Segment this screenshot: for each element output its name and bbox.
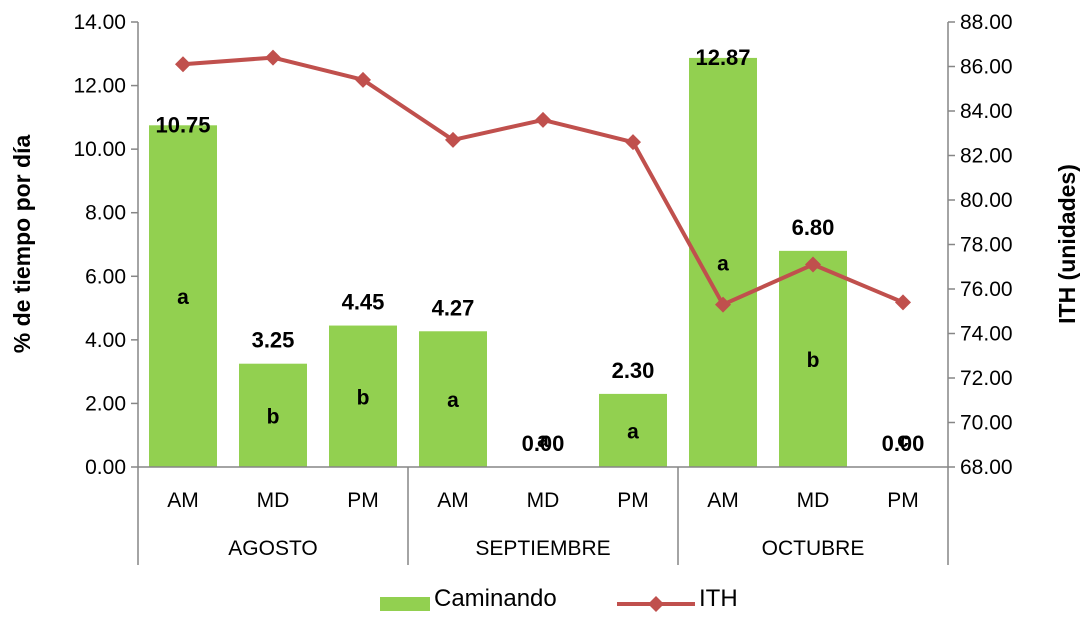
ith-point xyxy=(265,49,281,66)
y-tick-label: 10.00 xyxy=(73,138,126,161)
y-axis-title: % de tiempo por día xyxy=(9,135,35,354)
ith-line-layer xyxy=(175,49,911,313)
legend-label-caminando: Caminando xyxy=(434,585,557,612)
bar-value-label: 0.00 xyxy=(882,431,925,456)
bar-value-label: 2.30 xyxy=(612,358,655,383)
x-tick-label: AM xyxy=(167,489,199,512)
y2-tick-label: 72.00 xyxy=(960,367,1013,390)
y-tick-label: 8.00 xyxy=(85,202,126,225)
y-tick-label: 6.00 xyxy=(85,265,126,288)
x-tick-label: PM xyxy=(617,489,649,512)
y2-tick-label: 70.00 xyxy=(960,412,1013,435)
x-tick-label: PM xyxy=(887,489,919,512)
bar-value-label: 0.00 xyxy=(522,431,565,456)
y-tick-label: 4.00 xyxy=(85,329,126,352)
y2-tick-label: 88.00 xyxy=(960,11,1013,34)
bar-letter: b xyxy=(357,386,370,409)
legend-label-ith: ITH xyxy=(699,585,738,612)
x-tick-label: AM xyxy=(707,489,739,512)
y2-tick-label: 76.00 xyxy=(960,278,1013,301)
bar-caminando xyxy=(779,250,847,467)
y-tick-label: 2.00 xyxy=(85,392,126,415)
bar-letter: a xyxy=(177,286,189,309)
x-tick-label: AM xyxy=(437,489,469,512)
x-group-label: OCTUBRE xyxy=(762,537,865,560)
bar-letter: b xyxy=(807,349,820,372)
bar-caminando xyxy=(149,125,217,467)
axes-layer: 0.00 2.00 4.00 6.00 8.00 10.00 12.00 14.00 68.00… xyxy=(73,11,1013,565)
y2-axis-title: ITH (unidades) xyxy=(1054,164,1080,324)
bar-letter: b xyxy=(267,405,280,428)
bars-layer xyxy=(149,57,847,468)
bar-value-label: 12.87 xyxy=(695,45,750,70)
ith-point xyxy=(805,256,821,273)
bar-letter: a xyxy=(447,389,459,412)
y2-tick-label: 86.00 xyxy=(960,56,1013,79)
bar-caminando xyxy=(239,363,307,467)
ith-point xyxy=(535,111,551,128)
bar-caminando xyxy=(599,393,667,467)
y2-tick-label: 80.00 xyxy=(960,189,1013,212)
ith-point xyxy=(715,296,731,313)
ith-point xyxy=(625,134,641,151)
ith-point xyxy=(355,71,371,88)
bar-letter: c xyxy=(897,429,909,452)
x-tick-label: MD xyxy=(797,489,830,512)
bar-caminando xyxy=(329,325,397,467)
x-tick-label: PM xyxy=(347,489,379,512)
legend-swatch-caminando xyxy=(380,597,430,611)
legend-marker-ith xyxy=(648,596,664,612)
legend: Caminando ITH xyxy=(380,585,738,612)
x-group-label: SEPTIEMBRE xyxy=(475,537,610,560)
ith-point xyxy=(895,294,911,311)
x-tick-label: MD xyxy=(257,489,290,512)
y2-tick-label: 82.00 xyxy=(960,145,1013,168)
bar-value-label: 4.27 xyxy=(432,295,475,320)
y-tick-label: 14.00 xyxy=(73,11,126,34)
y-tick-label: 0.00 xyxy=(85,456,126,479)
bar-letter: a xyxy=(717,252,729,275)
bar-value-label: 10.75 xyxy=(155,112,210,137)
bar-value-label: 3.25 xyxy=(252,328,295,353)
bar-value-label: 4.45 xyxy=(342,290,385,315)
y2-tick-label: 84.00 xyxy=(960,100,1013,123)
bar-letter: a xyxy=(627,420,639,443)
bar-value-label: 6.80 xyxy=(792,215,835,240)
y2-tick-label: 78.00 xyxy=(960,234,1013,257)
bar-caminando xyxy=(419,331,487,467)
x-group-label: AGOSTO xyxy=(228,537,317,560)
bar-letter: a xyxy=(537,429,549,452)
ith-point xyxy=(445,131,461,148)
labels-layer: 10.75a3.25b4.45b4.27a0.00a2.30a12.87a6.8… xyxy=(155,45,924,456)
ith-point xyxy=(175,56,191,73)
y2-tick-label: 74.00 xyxy=(960,323,1013,346)
y2-tick-label: 68.00 xyxy=(960,456,1013,479)
y-tick-label: 12.00 xyxy=(73,75,126,98)
x-tick-label: MD xyxy=(527,489,560,512)
